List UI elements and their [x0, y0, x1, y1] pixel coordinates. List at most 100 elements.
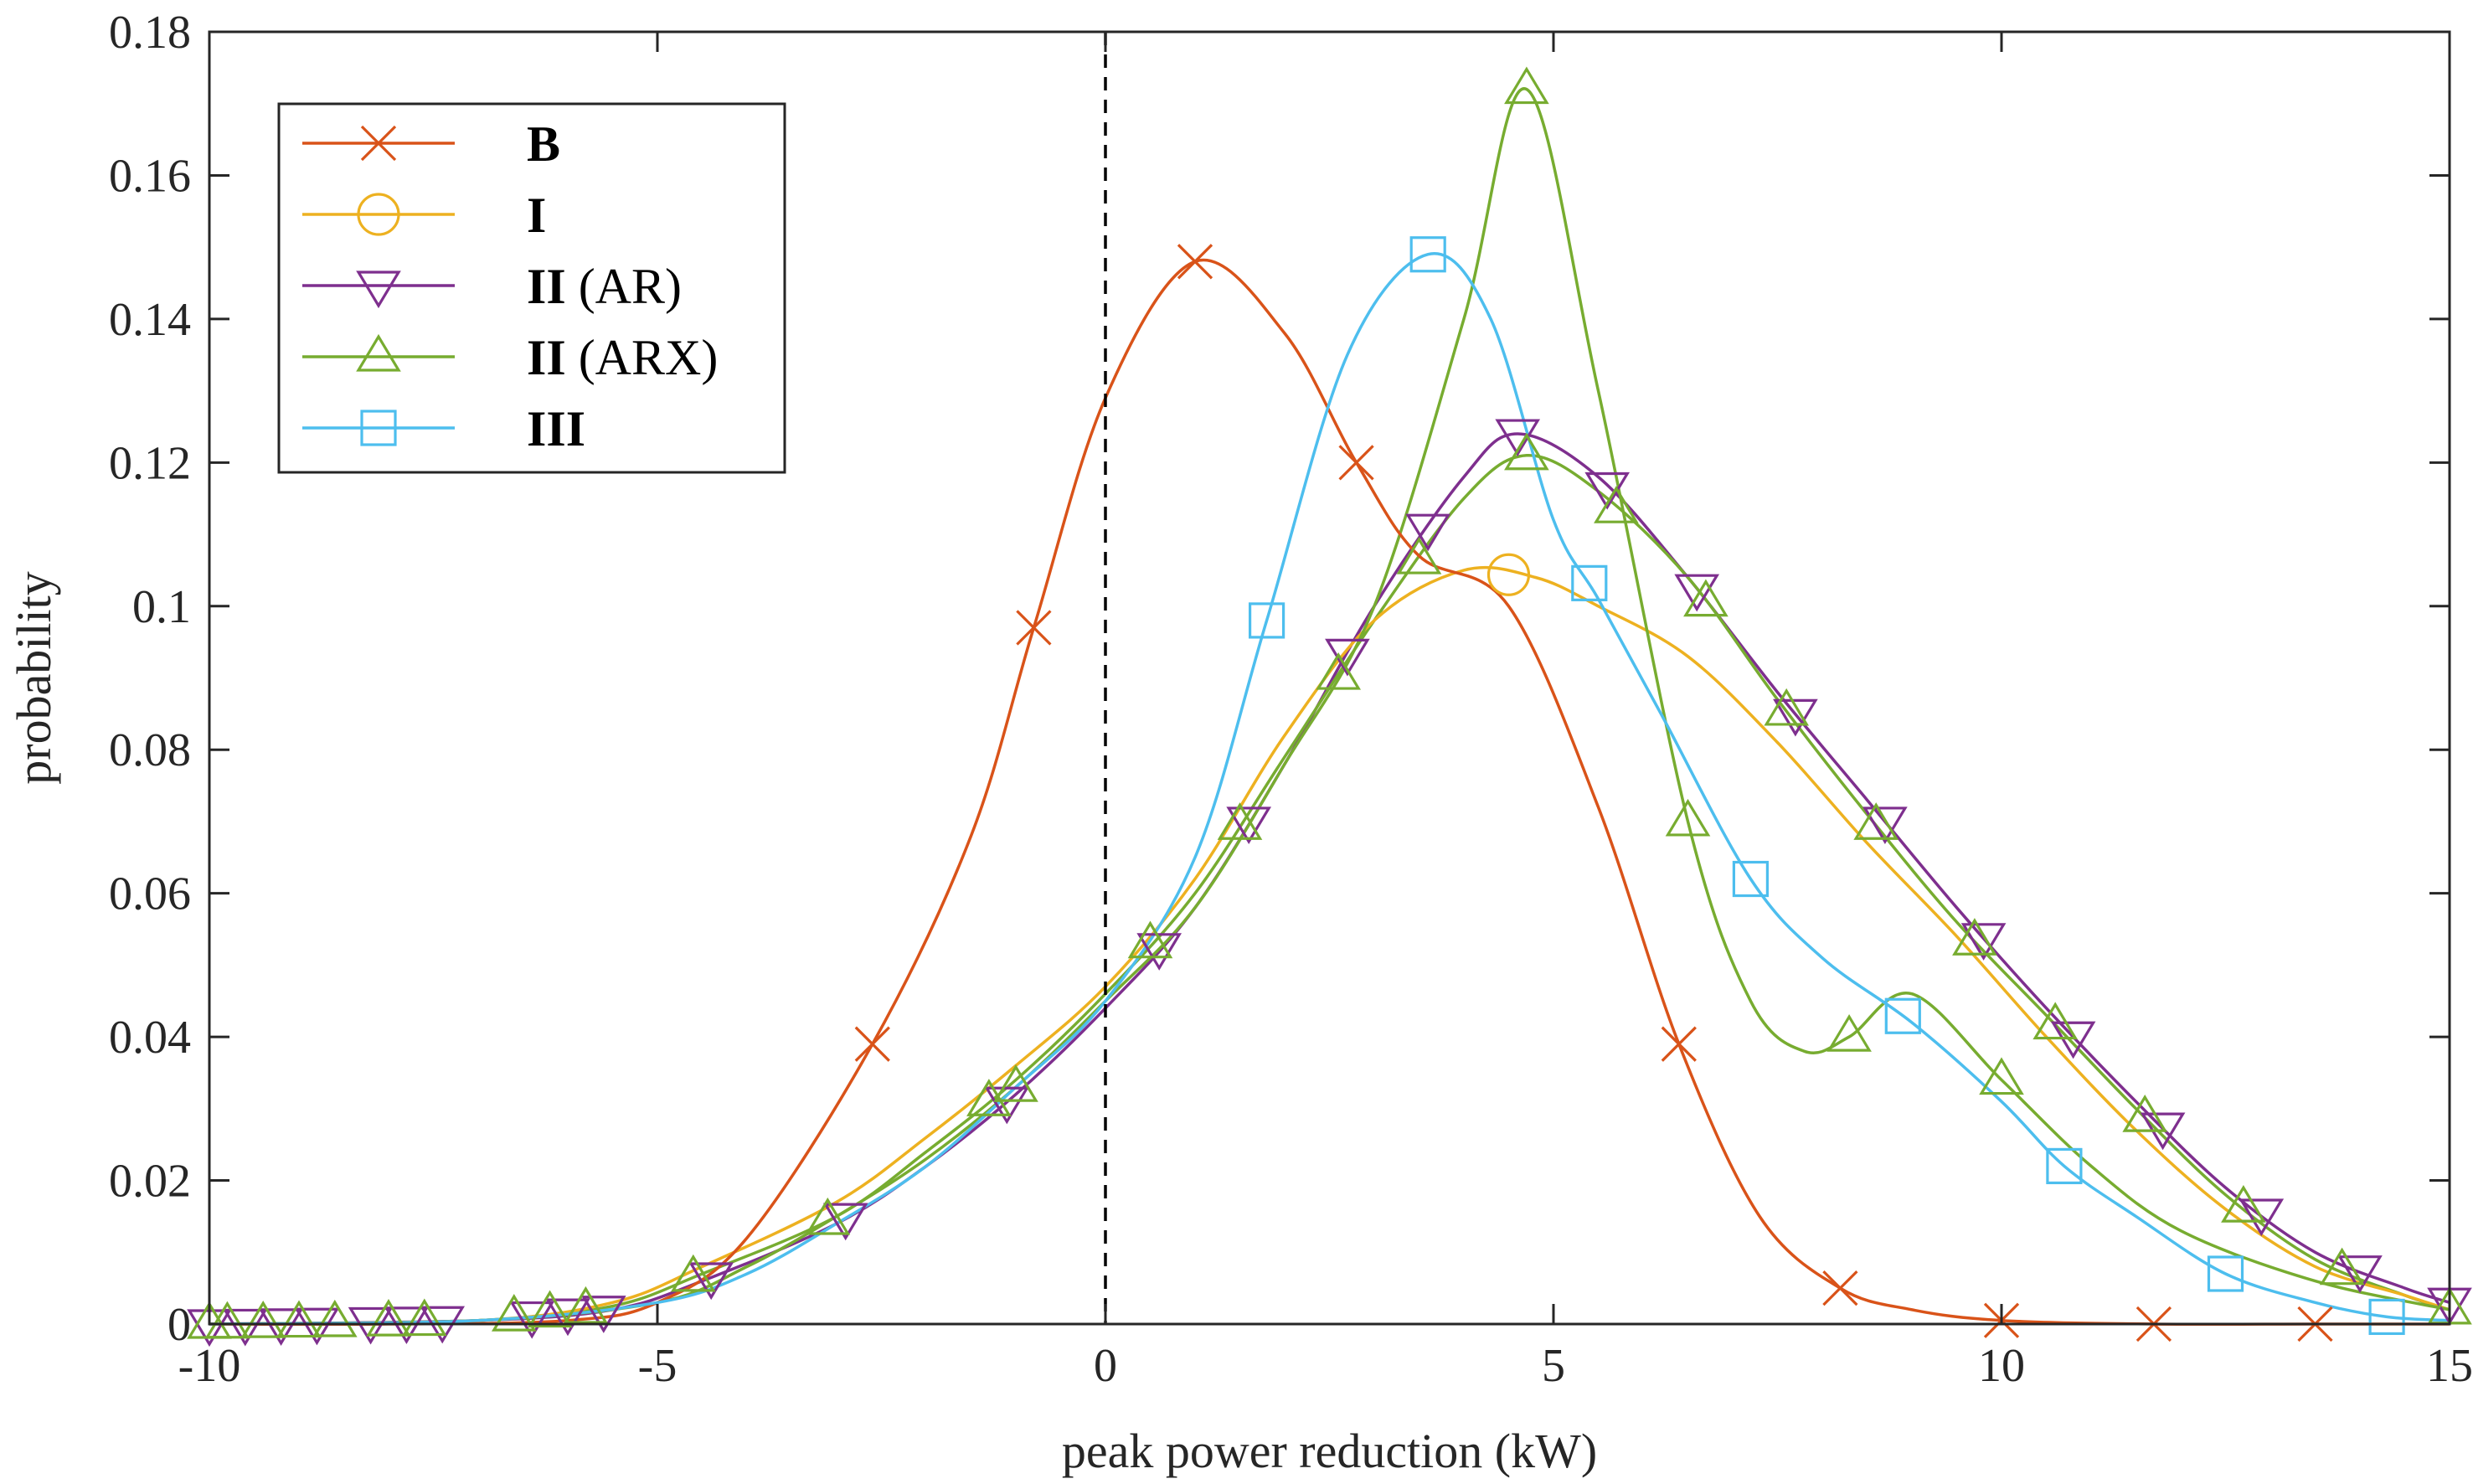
series-4-marker: [401, 1298, 447, 1337]
series-3-marker: [1674, 574, 1720, 612]
series-3-marker: [222, 1308, 268, 1347]
y-tick-label: 0.02: [109, 1156, 191, 1208]
y-tick-label: 0.06: [109, 868, 191, 920]
series-3-marker: [1960, 923, 2007, 961]
y-tick-label: 0.18: [109, 7, 191, 59]
series-line-6: [209, 251, 2450, 1326]
legend-label-bold: B: [527, 116, 560, 172]
series-3-marker: [2239, 1198, 2285, 1237]
series-4-marker: [2221, 1185, 2266, 1223]
series-4-marker: [1683, 579, 1729, 617]
series-5-marker: [1504, 66, 1549, 105]
series-4-marker: [1217, 802, 1263, 840]
series-6-marker: [2368, 1298, 2405, 1336]
series-4-marker: [240, 1301, 286, 1338]
series-4-marker: [491, 1294, 537, 1332]
legend-label-bold: II: [527, 259, 566, 314]
legend-label-suffix: (AR): [566, 259, 682, 314]
legend-label: B: [527, 116, 560, 172]
series-1-marker: [854, 1026, 890, 1062]
series-4-marker: [527, 1290, 573, 1328]
series-6-marker: [1248, 602, 1285, 639]
legend-marker: [360, 410, 397, 446]
series-4-marker: [1952, 918, 1997, 956]
y-tick-label: 0.1: [132, 581, 191, 633]
series-3-marker: [294, 1307, 340, 1346]
series-6-marker: [1884, 997, 1921, 1034]
series-1-marker: [1016, 610, 1052, 646]
series-4-marker: [366, 1299, 411, 1337]
series-6-marker: [2046, 1147, 2083, 1185]
y-tick-label: 0: [167, 1299, 191, 1351]
series-1-marker: [1177, 244, 1213, 280]
x-tick-label: -5: [638, 1340, 677, 1392]
legend-label-bold: II: [527, 330, 566, 385]
series-4-marker: [2032, 1002, 2079, 1040]
series-4-marker: [805, 1197, 851, 1235]
series-3-marker: [258, 1308, 304, 1346]
legend-marker: [360, 125, 397, 162]
series-4-marker: [966, 1079, 1012, 1116]
series-5-marker: [993, 1064, 1038, 1102]
series-6-marker: [1409, 236, 1446, 273]
series-3-marker: [984, 1086, 1030, 1125]
legend-label: I: [527, 188, 546, 243]
series-4-marker: [1764, 688, 1810, 726]
ticks-layer: -10 -5 0 5 10 15 0 0.02 0.04 0.06 0.08 0.1 0.12 0.14 0…: [109, 7, 2473, 1392]
series-1-marker: [1338, 445, 1374, 481]
x-tick-label: 5: [1542, 1340, 1565, 1392]
legend-marker: [356, 333, 401, 372]
series-4-marker: [670, 1254, 716, 1292]
y-tick-label: 0.08: [109, 724, 191, 776]
series-4-marker: [312, 1299, 358, 1337]
series-4-marker: [1127, 920, 1173, 959]
series-5-marker: [1979, 1057, 2024, 1095]
series-6-marker: [1732, 860, 1769, 898]
y-tick-label: 0.04: [109, 1012, 191, 1064]
x-tick-label: 15: [2426, 1340, 2473, 1392]
series-4-marker: [204, 1301, 250, 1339]
series-3-marker: [1862, 806, 1908, 845]
series-4-marker: [2122, 1095, 2168, 1132]
series-4-marker: [1853, 802, 1899, 840]
series-3-marker: [1226, 806, 1272, 845]
series-5-marker: [1826, 1014, 1872, 1052]
series-4-marker: [1594, 486, 1639, 523]
series-6-marker: [2207, 1255, 2244, 1292]
series-line-4: [209, 454, 2450, 1326]
series-layer: [209, 87, 2450, 1327]
series-3-marker: [545, 1298, 590, 1337]
series-3-marker: [1773, 698, 1818, 737]
series-1-marker: [1661, 1026, 1697, 1062]
series-4-marker: [1396, 536, 1442, 575]
x-tick-label: -10: [178, 1340, 241, 1392]
series-4-marker: [1504, 432, 1549, 471]
y-tick-label: 0.12: [109, 437, 191, 489]
x-tick-label: 10: [1978, 1340, 2025, 1392]
series-6-marker: [1571, 564, 1608, 601]
series-3-marker: [688, 1262, 734, 1301]
legend-label: II (ARX): [527, 330, 718, 385]
y-tick-label: 0.14: [109, 294, 191, 346]
series-3-marker: [2050, 1021, 2096, 1059]
series-3-marker: [509, 1301, 555, 1339]
series-2-marker: [1486, 553, 1531, 596]
plot-frame: [208, 30, 2451, 1326]
y-axis-label: probability: [7, 571, 61, 785]
series-4-marker: [276, 1300, 322, 1338]
series-4-marker: [563, 1286, 609, 1324]
legend-label-suffix: (ARX): [566, 330, 719, 385]
y-tick-label: 0.16: [109, 150, 191, 202]
series-line-1: [209, 258, 2450, 1327]
series-3-marker: [1136, 933, 1182, 971]
legend-marker: [356, 271, 401, 309]
legend-label: II (AR): [527, 259, 682, 314]
series-3-marker: [2337, 1255, 2383, 1293]
x-axis-label: peak power reduction (kW): [1062, 1424, 1597, 1478]
series-3-marker: [1405, 513, 1451, 552]
legend-label-bold: I: [527, 188, 546, 243]
series-5-marker: [1665, 798, 1711, 837]
legend-label: III: [527, 401, 585, 456]
